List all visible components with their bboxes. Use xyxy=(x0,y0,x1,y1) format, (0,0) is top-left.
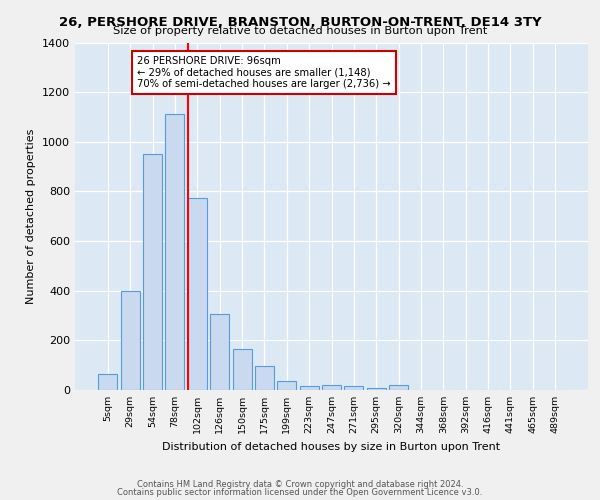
Bar xyxy=(389,385,408,390)
Bar xyxy=(188,198,207,390)
Text: 26, PERSHORE DRIVE, BRANSTON, BURTON-ON-TRENT, DE14 3TY: 26, PERSHORE DRIVE, BRANSTON, BURTON-ON-… xyxy=(59,16,541,29)
Text: Contains HM Land Registry data © Crown copyright and database right 2024.: Contains HM Land Registry data © Crown c… xyxy=(137,480,463,489)
Bar xyxy=(98,374,118,390)
Bar xyxy=(255,366,274,390)
Bar xyxy=(121,290,140,390)
Text: Contains public sector information licensed under the Open Government Licence v3: Contains public sector information licen… xyxy=(118,488,482,497)
Text: 26 PERSHORE DRIVE: 96sqm
← 29% of detached houses are smaller (1,148)
70% of sem: 26 PERSHORE DRIVE: 96sqm ← 29% of detach… xyxy=(137,56,391,89)
Bar xyxy=(367,388,386,390)
Bar xyxy=(299,386,319,390)
Bar xyxy=(143,154,162,390)
Bar xyxy=(233,349,251,390)
Bar xyxy=(277,380,296,390)
Bar xyxy=(322,385,341,390)
Text: Size of property relative to detached houses in Burton upon Trent: Size of property relative to detached ho… xyxy=(113,26,487,36)
X-axis label: Distribution of detached houses by size in Burton upon Trent: Distribution of detached houses by size … xyxy=(163,442,500,452)
Bar xyxy=(166,114,184,390)
Bar xyxy=(344,386,364,390)
Y-axis label: Number of detached properties: Number of detached properties xyxy=(26,128,37,304)
Bar xyxy=(210,314,229,390)
